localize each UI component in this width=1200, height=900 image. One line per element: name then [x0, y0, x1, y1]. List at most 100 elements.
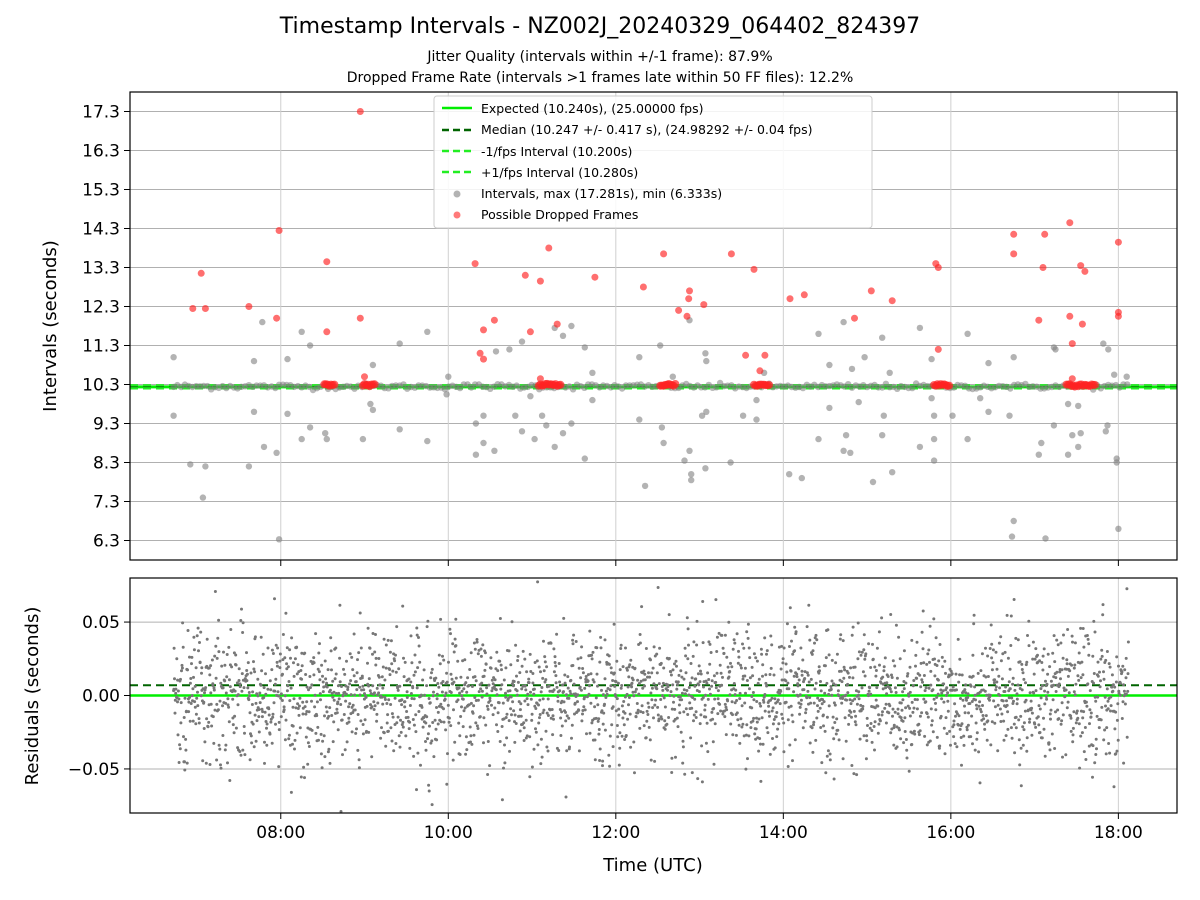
residual-point: [273, 689, 277, 693]
residual-point: [562, 700, 566, 704]
residual-point: [317, 738, 320, 742]
residual-point: [611, 679, 615, 682]
residual-point: [335, 711, 339, 715]
residual-point: [1088, 708, 1092, 712]
residual-point: [234, 653, 238, 657]
residual-point: [798, 712, 802, 716]
residual-point: [301, 700, 305, 704]
residual-point: [1028, 717, 1032, 721]
residual-point: [1004, 734, 1008, 738]
residual-point: [868, 726, 872, 730]
residual-point: [532, 692, 536, 696]
residual-point: [476, 727, 480, 730]
residual-point: [245, 672, 249, 676]
residual-point: [414, 730, 418, 734]
residual-point: [516, 654, 520, 658]
residual-point: [468, 725, 472, 729]
residual-point: [1000, 677, 1004, 681]
residual-point: [384, 744, 388, 748]
residual-point: [1040, 736, 1044, 740]
residual-point: [732, 682, 736, 685]
residual-point: [769, 634, 773, 638]
residual-point: [896, 707, 900, 711]
residual-point: [863, 674, 867, 678]
residual-point: [1061, 656, 1065, 660]
residual-point: [1015, 692, 1019, 696]
x-tick-label: 08:00: [256, 823, 305, 843]
residual-point: [839, 669, 843, 673]
residual-point: [259, 683, 263, 687]
interval-point: [688, 471, 695, 478]
residual-point: [579, 676, 583, 680]
residual-point: [316, 667, 320, 671]
residual-point: [765, 649, 769, 653]
residual-point: [889, 690, 893, 694]
residual-point: [701, 696, 705, 700]
residual-point: [1062, 686, 1066, 690]
x-tick-label: 14:00: [759, 823, 808, 843]
residual-point: [596, 684, 599, 688]
residual-point: [1001, 699, 1005, 703]
residual-point: [862, 633, 866, 637]
residual-point: [458, 753, 462, 756]
residual-point: [887, 711, 891, 715]
residual-point: [307, 710, 311, 714]
residual-point: [405, 690, 409, 694]
residual-point: [619, 647, 623, 650]
residual-point: [903, 730, 907, 733]
residual-point: [509, 707, 513, 711]
residual-point: [1015, 697, 1019, 701]
residual-point: [629, 745, 633, 749]
residual-point: [874, 669, 878, 672]
residual-point: [331, 695, 335, 699]
residual-point: [345, 740, 349, 744]
residual-point: [200, 671, 203, 675]
residual-point: [480, 689, 484, 693]
residual-point: [870, 729, 874, 732]
residual-point: [222, 650, 225, 654]
residual-point: [854, 689, 858, 693]
residual-point: [740, 704, 744, 708]
residual-point: [656, 713, 660, 717]
residual-point: [408, 720, 412, 724]
residual-point: [701, 600, 705, 603]
residual-point: [991, 648, 995, 652]
residual-point: [881, 675, 885, 679]
residual-point: [960, 673, 964, 677]
residual-point: [874, 674, 878, 678]
residual-point: [1072, 690, 1076, 694]
residual-point: [332, 690, 336, 694]
residual-point: [278, 666, 282, 670]
interval-point: [681, 457, 688, 464]
residual-point: [1106, 699, 1110, 703]
residual-point: [223, 748, 227, 752]
x-tick-label: 12:00: [591, 823, 640, 843]
residual-point: [612, 622, 616, 626]
residual-point: [488, 764, 492, 768]
residual-point: [502, 766, 505, 770]
residual-point: [343, 748, 347, 752]
residual-point: [490, 689, 494, 693]
interval-point: [1102, 428, 1110, 435]
residual-point: [677, 673, 681, 677]
residual-point: [1005, 699, 1008, 703]
residual-point: [647, 725, 651, 729]
residual-point: [564, 795, 568, 799]
residual-point: [1076, 674, 1080, 678]
residual-point: [358, 693, 362, 697]
residual-point: [851, 699, 855, 703]
residual-point: [247, 691, 251, 694]
residual-point: [565, 714, 569, 718]
residual-point: [1068, 669, 1072, 673]
residual-point: [812, 723, 815, 727]
residual-point: [375, 719, 379, 723]
residual-point: [347, 705, 351, 709]
residual-point: [914, 664, 917, 668]
residual-point: [216, 708, 220, 712]
residual-point: [630, 681, 634, 685]
residual-point: [303, 776, 306, 780]
residual-point: [288, 699, 292, 703]
residual-point: [796, 682, 800, 686]
interval-point: [1050, 422, 1058, 429]
residual-point: [407, 727, 411, 731]
